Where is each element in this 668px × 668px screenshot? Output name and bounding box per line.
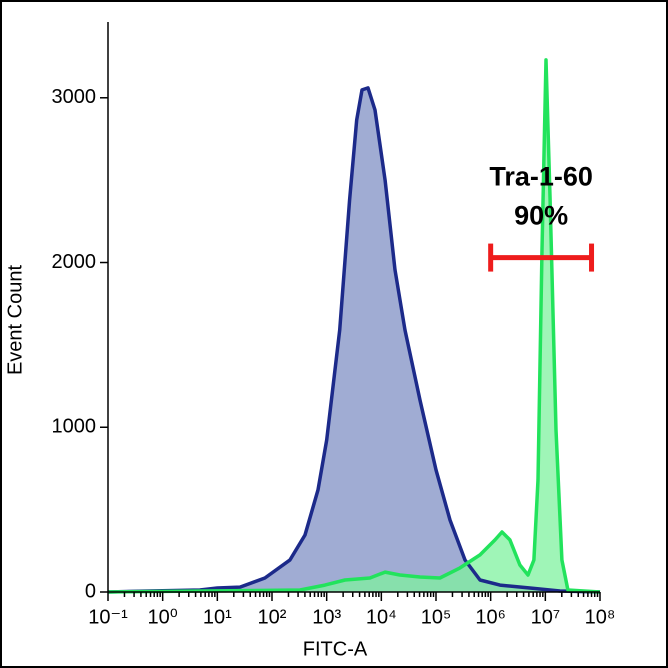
x-tick-label: 10⁸ xyxy=(585,606,616,628)
x-tick-label: 10⁷ xyxy=(531,606,560,628)
x-tick-label: 10⁵ xyxy=(421,606,452,628)
x-tick-label: 10⁻¹ xyxy=(88,606,128,628)
series-line xyxy=(107,58,601,594)
y-axis-label: Event Count xyxy=(4,265,26,376)
x-tick-label: 10⁴ xyxy=(366,606,397,628)
y-tick-label: 0 xyxy=(85,580,96,602)
x-tick-label: 10¹ xyxy=(203,606,232,628)
y-tick-label: 3000 xyxy=(52,86,97,108)
area-fill xyxy=(108,59,600,592)
x-tick-label: 10³ xyxy=(312,606,341,628)
area-fill xyxy=(108,87,600,593)
y-tick-label: 1000 xyxy=(52,416,97,438)
x-tick-label: 10⁶ xyxy=(475,606,505,628)
series-line xyxy=(107,86,601,594)
x-axis-label: FITC-A xyxy=(303,638,368,660)
gate-percent: 90% xyxy=(514,201,568,231)
x-tick-label: 10⁰ xyxy=(148,606,178,628)
y-tick-label: 2000 xyxy=(52,251,97,273)
x-tick-label: 10² xyxy=(258,606,287,628)
gate-label: Tra-1-60 xyxy=(489,162,593,192)
